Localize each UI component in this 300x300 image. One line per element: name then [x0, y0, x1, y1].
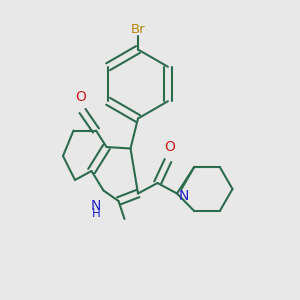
Text: N: N: [91, 200, 101, 214]
Text: N: N: [178, 190, 189, 203]
Text: O: O: [76, 90, 86, 104]
Text: Br: Br: [131, 23, 145, 36]
Text: O: O: [164, 140, 175, 154]
Text: H: H: [92, 207, 100, 220]
